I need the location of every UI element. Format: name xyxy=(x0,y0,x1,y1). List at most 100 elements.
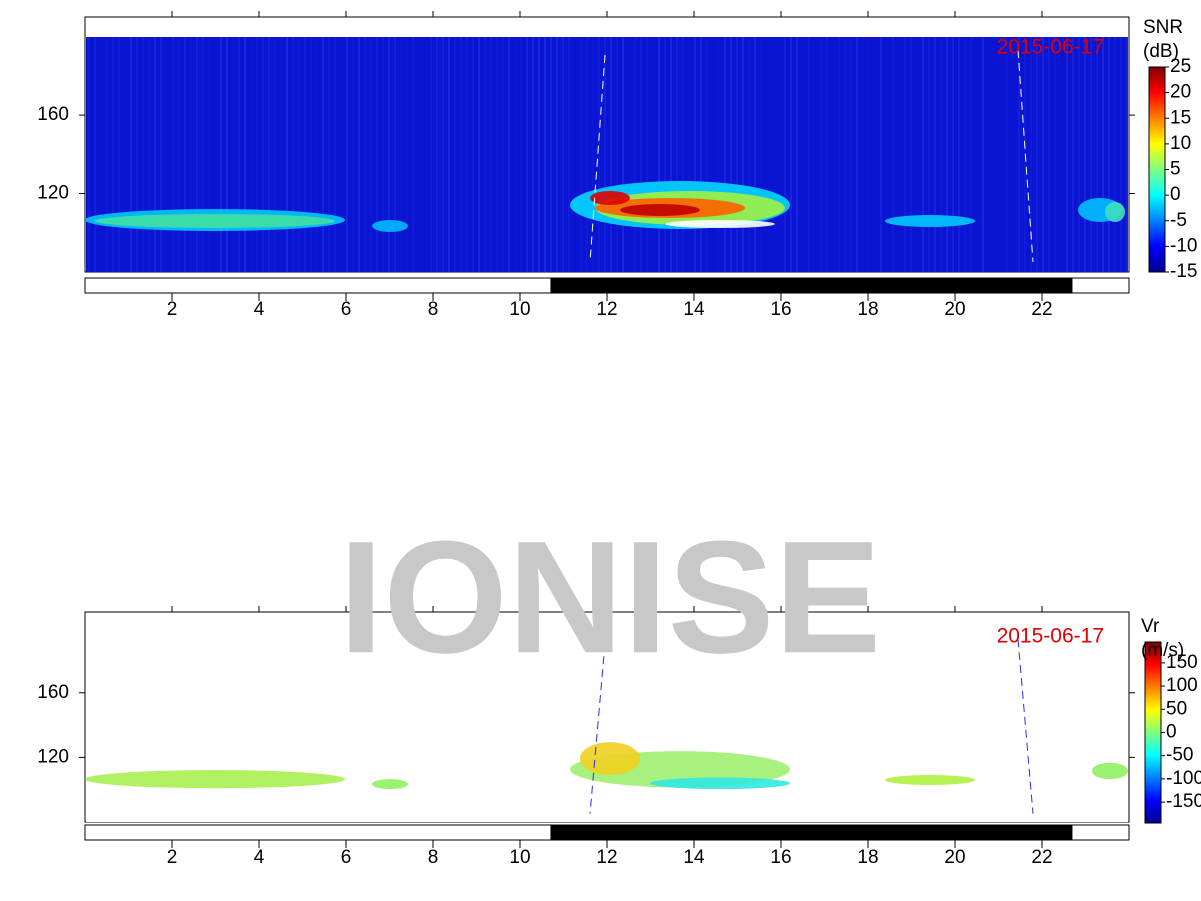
noise-streak xyxy=(598,37,600,272)
noise-streak xyxy=(424,37,426,272)
noise-streak xyxy=(616,37,618,272)
noise-streak xyxy=(610,37,612,272)
noise-streak xyxy=(316,37,318,272)
noise-streak xyxy=(244,37,246,272)
noise-streak xyxy=(124,37,126,272)
colorbar-tick-label: -15 xyxy=(1170,261,1197,282)
noise-streak xyxy=(268,37,270,272)
y-tick-label: 160 xyxy=(37,682,69,703)
noise-streak xyxy=(862,37,864,272)
noise-streak xyxy=(790,37,792,272)
noise-streak xyxy=(280,37,282,272)
noise-streak xyxy=(322,37,324,272)
x-tick-label: 10 xyxy=(509,847,530,868)
noise-streak xyxy=(976,37,978,272)
noise-streak xyxy=(952,37,954,272)
noise-streak xyxy=(814,37,816,272)
noise-streak xyxy=(802,37,804,272)
noise-streak xyxy=(412,37,414,272)
noise-streak xyxy=(868,37,870,272)
noise-streak xyxy=(100,37,102,272)
echo-region xyxy=(620,204,700,216)
noise-streak xyxy=(466,37,468,272)
x-tick-label: 6 xyxy=(341,847,352,868)
noise-streak xyxy=(514,37,516,272)
noise-streak xyxy=(1060,37,1062,272)
colorbar-tick-label: -10 xyxy=(1170,235,1197,256)
x-tick-label: 20 xyxy=(944,299,965,320)
noise-streak xyxy=(502,37,504,272)
noise-streak xyxy=(376,37,378,272)
x-tick-label: 18 xyxy=(857,847,878,868)
noise-streak xyxy=(346,37,348,272)
noise-streak xyxy=(520,37,522,272)
noise-streak xyxy=(442,37,444,272)
colorbar-tick-label: 20 xyxy=(1170,82,1191,103)
x-tick-label: 16 xyxy=(770,847,791,868)
colorbar-tick-label: 150 xyxy=(1166,652,1198,673)
noise-streak xyxy=(232,37,234,272)
heatmap-background xyxy=(86,628,1128,822)
x-tick-label: 2 xyxy=(167,847,178,868)
noise-streak xyxy=(670,37,672,272)
terminator-line xyxy=(589,643,606,814)
noise-streak xyxy=(532,37,534,272)
noise-streak xyxy=(1078,37,1080,272)
x-tick-label: 14 xyxy=(683,299,705,320)
noise-streak xyxy=(880,37,882,272)
noise-streak xyxy=(628,37,630,272)
noise-streak xyxy=(406,37,408,272)
x-tick-label: 16 xyxy=(770,299,791,320)
echo-region xyxy=(372,779,408,790)
noise-streak xyxy=(970,37,972,272)
noise-streak xyxy=(400,37,402,272)
noise-streak xyxy=(928,37,930,272)
noise-streak xyxy=(1126,37,1128,272)
noise-streak xyxy=(820,37,822,272)
noise-streak xyxy=(262,37,264,272)
date-annotation: 2015-06-17 xyxy=(997,625,1104,648)
noise-streak xyxy=(364,37,366,272)
noise-streak xyxy=(490,37,492,272)
echo-region xyxy=(1105,202,1125,222)
colorbar-unit: (m/s) xyxy=(1141,640,1184,661)
noise-streak xyxy=(988,37,990,272)
colorbar-tick-label: 100 xyxy=(1166,675,1198,696)
noise-streak xyxy=(772,37,774,272)
noise-streak xyxy=(646,37,648,272)
noise-streak xyxy=(304,37,306,272)
noise-streak xyxy=(634,37,636,272)
noise-streak xyxy=(592,37,594,272)
noise-streak xyxy=(640,37,642,272)
terminator-line xyxy=(1017,49,1034,263)
colorbar xyxy=(1144,641,1162,824)
noise-streak xyxy=(766,37,768,272)
terminator-line xyxy=(1017,639,1034,814)
noise-streak xyxy=(292,37,294,272)
noise-streak xyxy=(556,37,558,272)
noise-streak xyxy=(256,37,258,272)
noise-streak xyxy=(1006,37,1008,272)
y-tick-label: 120 xyxy=(37,183,69,204)
noise-streak xyxy=(298,37,300,272)
echo-region xyxy=(1092,762,1128,780)
noise-streak xyxy=(166,37,168,272)
noise-streak xyxy=(1066,37,1068,272)
noise-streak xyxy=(742,37,744,272)
noise-streak xyxy=(850,37,852,272)
noise-streak xyxy=(136,37,138,272)
colorbar-title: SNR xyxy=(1143,17,1183,38)
noise-streak xyxy=(118,37,120,272)
noise-streak xyxy=(544,37,546,272)
noise-streak xyxy=(832,37,834,272)
noise-streak xyxy=(586,37,588,272)
noise-streak xyxy=(508,37,510,272)
noise-streak xyxy=(898,37,900,272)
noise-streak xyxy=(178,37,180,272)
x-tick-label: 2 xyxy=(167,299,178,320)
echo-region xyxy=(372,220,408,232)
noise-streak xyxy=(340,37,342,272)
noise-streak xyxy=(844,37,846,272)
